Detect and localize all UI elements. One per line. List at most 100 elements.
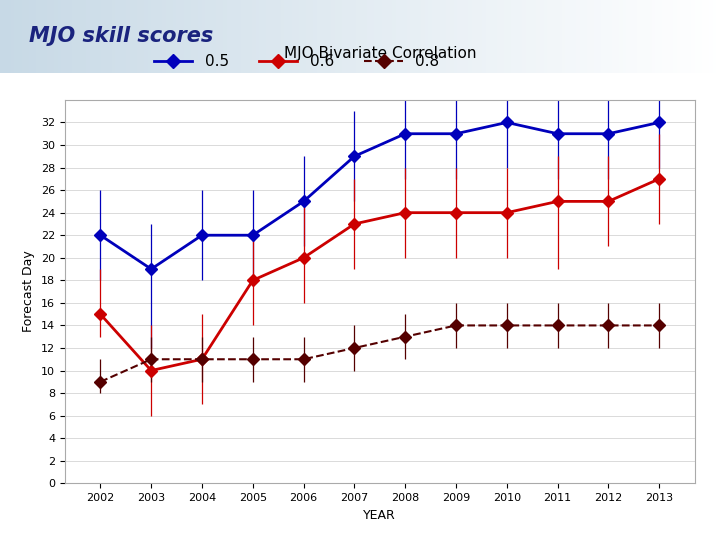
Bar: [572, 0, 576, 73]
Bar: [551, 0, 554, 73]
Bar: [461, 0, 464, 73]
Bar: [652, 0, 655, 73]
Bar: [547, 0, 551, 73]
Bar: [14, 0, 18, 73]
Bar: [130, 0, 133, 73]
Bar: [490, 0, 493, 73]
Bar: [324, 0, 328, 73]
Bar: [608, 0, 612, 73]
Bar: [126, 0, 130, 73]
Bar: [677, 0, 680, 73]
Bar: [648, 0, 652, 73]
Bar: [673, 0, 677, 73]
Bar: [659, 0, 662, 73]
Bar: [346, 0, 349, 73]
Bar: [83, 0, 86, 73]
Bar: [713, 0, 716, 73]
Bar: [475, 0, 479, 73]
Bar: [634, 0, 637, 73]
Bar: [223, 0, 227, 73]
Bar: [137, 0, 140, 73]
Bar: [486, 0, 490, 73]
Bar: [331, 0, 335, 73]
Bar: [436, 0, 439, 73]
Bar: [644, 0, 648, 73]
Bar: [90, 0, 94, 73]
Bar: [601, 0, 605, 73]
Bar: [86, 0, 90, 73]
Bar: [522, 0, 526, 73]
Bar: [155, 0, 158, 73]
Bar: [500, 0, 504, 73]
Bar: [176, 0, 180, 73]
Bar: [396, 0, 400, 73]
Bar: [389, 0, 392, 73]
Bar: [518, 0, 522, 73]
Bar: [36, 0, 40, 73]
Bar: [612, 0, 616, 73]
Bar: [241, 0, 245, 73]
Bar: [360, 0, 364, 73]
Bar: [504, 0, 508, 73]
Bar: [698, 0, 702, 73]
Bar: [508, 0, 511, 73]
Bar: [302, 0, 306, 73]
Bar: [598, 0, 601, 73]
Bar: [594, 0, 598, 73]
Bar: [65, 0, 68, 73]
Bar: [706, 0, 709, 73]
Bar: [32, 0, 36, 73]
Bar: [529, 0, 533, 73]
Bar: [50, 0, 54, 73]
Bar: [162, 0, 166, 73]
Bar: [252, 0, 256, 73]
Bar: [299, 0, 302, 73]
Bar: [187, 0, 191, 73]
Bar: [662, 0, 666, 73]
Bar: [202, 0, 205, 73]
Bar: [216, 0, 220, 73]
Bar: [353, 0, 356, 73]
Bar: [554, 0, 558, 73]
Bar: [349, 0, 353, 73]
Bar: [641, 0, 644, 73]
Bar: [691, 0, 695, 73]
Bar: [108, 0, 112, 73]
Bar: [256, 0, 259, 73]
Bar: [562, 0, 565, 73]
Bar: [248, 0, 252, 73]
Legend: 0.5, 0.6, 0.8: 0.5, 0.6, 0.8: [148, 48, 445, 76]
Bar: [457, 0, 461, 73]
Bar: [378, 0, 382, 73]
Bar: [670, 0, 673, 73]
Bar: [695, 0, 698, 73]
Bar: [101, 0, 104, 73]
Bar: [230, 0, 234, 73]
Bar: [234, 0, 238, 73]
Bar: [630, 0, 634, 73]
Bar: [0, 0, 4, 73]
Bar: [565, 0, 569, 73]
Bar: [583, 0, 587, 73]
Bar: [616, 0, 619, 73]
Bar: [619, 0, 623, 73]
Bar: [709, 0, 713, 73]
Bar: [133, 0, 137, 73]
Bar: [400, 0, 403, 73]
Bar: [263, 0, 266, 73]
Bar: [194, 0, 198, 73]
Bar: [482, 0, 486, 73]
Bar: [119, 0, 122, 73]
Bar: [655, 0, 659, 73]
Bar: [666, 0, 670, 73]
Bar: [418, 0, 421, 73]
Bar: [104, 0, 108, 73]
Bar: [7, 0, 11, 73]
Bar: [313, 0, 317, 73]
Bar: [425, 0, 428, 73]
Bar: [317, 0, 320, 73]
Text: MJO skill scores: MJO skill scores: [29, 26, 213, 46]
Bar: [58, 0, 61, 73]
Bar: [97, 0, 101, 73]
Bar: [623, 0, 626, 73]
